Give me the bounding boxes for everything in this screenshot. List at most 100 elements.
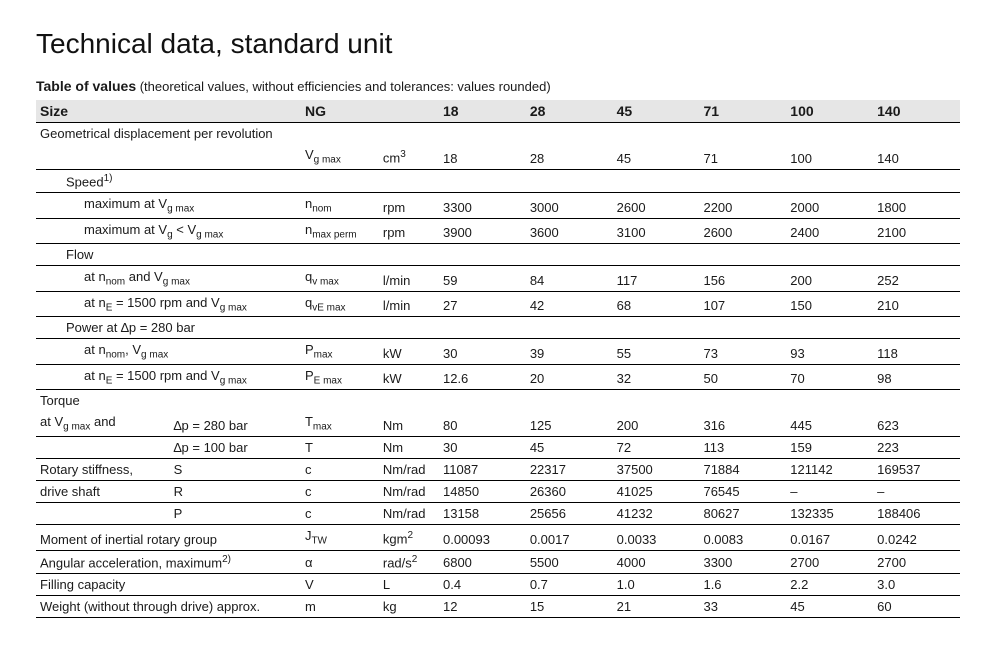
cell-label: Filling capacity <box>36 574 301 596</box>
values-table: Size NG 18 28 45 71 100 140 Geometrical … <box>36 100 960 618</box>
cell-val: 45 <box>613 144 700 169</box>
cell-unit: L <box>379 574 439 596</box>
cell-val: 252 <box>873 266 960 292</box>
cell-unit: cm3 <box>379 144 439 169</box>
cell-val: 132335 <box>786 503 873 525</box>
cell-label1: Rotary stiffness, <box>36 459 170 481</box>
row-speed: Speed1) <box>36 169 960 192</box>
cell-val: 316 <box>699 411 786 436</box>
cell-sym: α <box>301 550 379 573</box>
cell-label: Angular acceleration, maximum2) <box>36 550 301 573</box>
cell-val: 41025 <box>613 481 700 503</box>
cell-val: 15 <box>526 596 613 618</box>
cell-val: 121142 <box>786 459 873 481</box>
cell-val: 18 <box>439 144 526 169</box>
cell-sym: qv max <box>301 266 379 292</box>
cell-val: 0.0167 <box>786 525 873 551</box>
row-qvmax: at nnom and Vg max qv max l/min 59841171… <box>36 266 960 292</box>
cell-val: 3000 <box>526 192 613 218</box>
cell-val: 107 <box>699 291 786 317</box>
cell-val: 117 <box>613 266 700 292</box>
cell-val: 42 <box>526 291 613 317</box>
row-stiff-r: drive shaft R c Nm/rad 14850263604102576… <box>36 481 960 503</box>
table-caption-bold: Table of values <box>36 78 136 94</box>
cell-val: 2600 <box>699 218 786 244</box>
cell-val: 3300 <box>699 550 786 573</box>
cell-label: Weight (without through drive) approx. <box>36 596 301 618</box>
cell-val: 84 <box>526 266 613 292</box>
cell-label2: R <box>170 481 301 503</box>
cell-sym: Tmax <box>301 411 379 436</box>
cell-val: 93 <box>786 339 873 365</box>
cell-unit: Nm/rad <box>379 459 439 481</box>
cell-label: at nE = 1500 rpm and Vg max <box>36 291 301 317</box>
cell-val: 0.0083 <box>699 525 786 551</box>
row-stiff-p: P c Nm/rad 13158256564123280627132335188… <box>36 503 960 525</box>
col-size: Size <box>36 100 301 123</box>
row-fillcap: Filling capacity V L 0.40.71.01.62.23.0 <box>36 574 960 596</box>
cell-val: 80627 <box>699 503 786 525</box>
cell-sym: JTW <box>301 525 379 551</box>
cell-val: – <box>786 481 873 503</box>
col-ng: NG <box>301 100 439 123</box>
cell-val: 0.0017 <box>526 525 613 551</box>
cell-val: 30 <box>439 339 526 365</box>
cell-val: 37500 <box>613 459 700 481</box>
cell-val: 21 <box>613 596 700 618</box>
cell-val: 159 <box>786 437 873 459</box>
cell-label: maximum at Vg < Vg max <box>36 218 301 244</box>
cell-val: 72 <box>613 437 700 459</box>
row-power: Power at ∆p = 280 bar <box>36 317 960 339</box>
cell-val: 71 <box>699 144 786 169</box>
cell-unit: Nm/rad <box>379 503 439 525</box>
cell-val: 3600 <box>526 218 613 244</box>
table-header-row: Size NG 18 28 45 71 100 140 <box>36 100 960 123</box>
row-tmax: at Vg max and ∆p = 280 bar Tmax Nm 80125… <box>36 411 960 436</box>
row-flow: Flow <box>36 244 960 266</box>
cell-val: 71884 <box>699 459 786 481</box>
cell-val: 3.0 <box>873 574 960 596</box>
cell-label: at nnom, Vg max <box>36 339 301 365</box>
cell-label: Geometrical displacement per revolution <box>36 123 960 145</box>
cell-val: 55 <box>613 339 700 365</box>
col-28: 28 <box>526 100 613 123</box>
cell-sym: c <box>301 459 379 481</box>
cell-label: Moment of inertial rotary group <box>36 525 301 551</box>
cell-sym: qvE max <box>301 291 379 317</box>
cell-unit: l/min <box>379 266 439 292</box>
cell-unit: Nm <box>379 411 439 436</box>
cell-unit: l/min <box>379 291 439 317</box>
cell-val: 20 <box>526 364 613 390</box>
row-geo-disp: Geometrical displacement per revolution <box>36 123 960 145</box>
table-caption: Table of values (theoretical values, wit… <box>36 78 960 94</box>
cell-val: 2700 <box>873 550 960 573</box>
cell-label: Torque <box>36 390 960 412</box>
cell-val: 113 <box>699 437 786 459</box>
cell-unit: kW <box>379 364 439 390</box>
row-angacc: Angular acceleration, maximum2) α rad/s2… <box>36 550 960 573</box>
cell-val: 125 <box>526 411 613 436</box>
cell-val: 27 <box>439 291 526 317</box>
cell-val: – <box>873 481 960 503</box>
col-100: 100 <box>786 100 873 123</box>
cell-label: Flow <box>36 244 960 266</box>
cell-val: 76545 <box>699 481 786 503</box>
cell-val: 80 <box>439 411 526 436</box>
cell-val: 223 <box>873 437 960 459</box>
cell-val: 210 <box>873 291 960 317</box>
cell-val: 200 <box>613 411 700 436</box>
cell-unit: Nm/rad <box>379 481 439 503</box>
col-45: 45 <box>613 100 700 123</box>
row-pemax: at nE = 1500 rpm and Vg max PE max kW 12… <box>36 364 960 390</box>
cell-sym: c <box>301 481 379 503</box>
cell-val: 6800 <box>439 550 526 573</box>
cell-val: 59 <box>439 266 526 292</box>
cell-val: 50 <box>699 364 786 390</box>
col-18: 18 <box>439 100 526 123</box>
row-qvemax: at nE = 1500 rpm and Vg max qvE max l/mi… <box>36 291 960 317</box>
cell-val: 45 <box>786 596 873 618</box>
row-pmax: at nnom, Vg max Pmax kW 3039557393118 <box>36 339 960 365</box>
cell-val: 30 <box>439 437 526 459</box>
cell-val: 200 <box>786 266 873 292</box>
cell-val: 0.0033 <box>613 525 700 551</box>
